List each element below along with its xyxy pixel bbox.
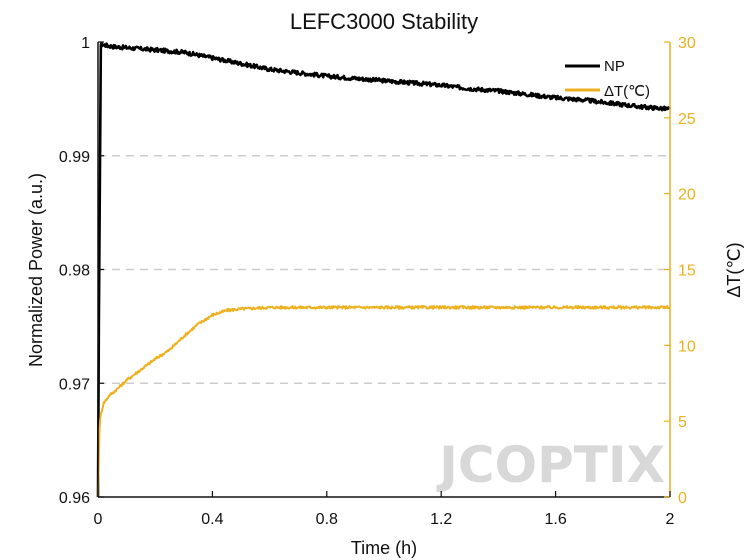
chart-title: LEFC3000 Stability [290,9,478,34]
y-tick-label: 0.97 [59,376,90,393]
y2-tick-label: 10 [678,338,696,355]
legend: NP ΔT(℃) [565,58,650,100]
y2-axis-label: ΔT(℃) [724,242,744,297]
legend-label-dt: ΔT(℃) [604,83,650,100]
y-tick-label: 1 [81,35,90,52]
x-tick-label: 0.4 [201,511,223,528]
watermark-logo: JCOPTIX [436,436,665,494]
x-tick-label: 0 [94,511,103,528]
legend-label-np: NP [604,58,625,75]
y-tick-label: 0.98 [59,263,90,280]
x-tick-label: 2 [666,511,675,528]
y-axis-label: Normalized Power (a.u.) [26,173,46,367]
x-tick-label: 1.2 [430,511,452,528]
y2-tick-label: 0 [678,490,687,507]
y-tick-label: 0.99 [59,149,90,166]
y2-tick-label: 5 [678,414,687,431]
y2-tick-label: 30 [678,35,696,52]
grid-lines [98,155,670,384]
series-lines [96,41,672,498]
y2-tick-label: 20 [678,187,696,204]
x-axis-label: Time (h) [351,538,417,558]
series-line-dt [97,305,671,498]
x-tick-label: 1.6 [544,511,566,528]
series-line-np [96,41,672,498]
x-tick-label: 0.8 [316,511,338,528]
y2-tick-label: 25 [678,111,696,128]
y2-tick-label: 15 [678,263,696,280]
y-tick-label: 0.96 [59,490,90,507]
